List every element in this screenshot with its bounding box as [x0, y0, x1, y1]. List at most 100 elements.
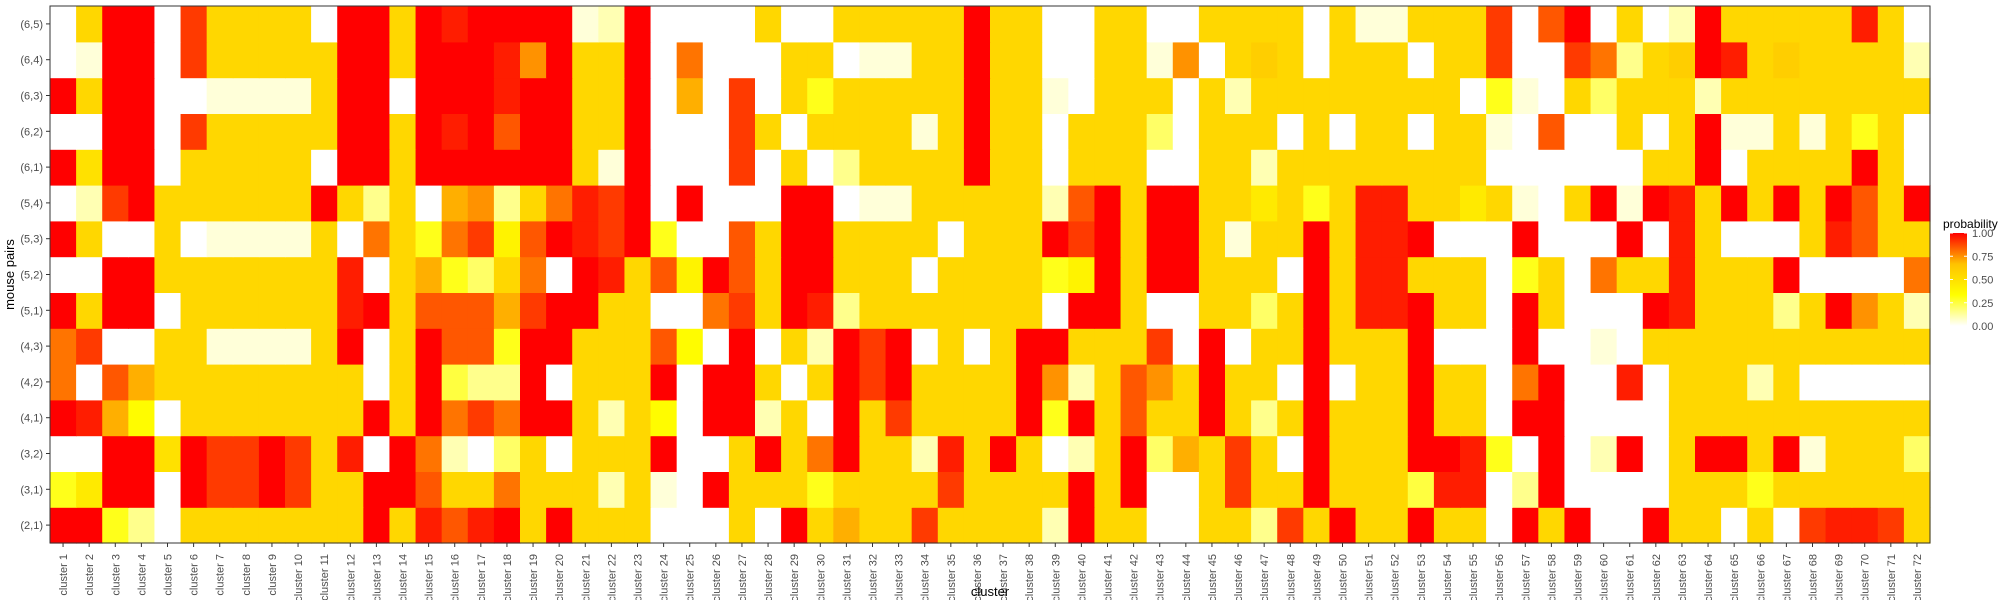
heatmap-cell: [572, 149, 599, 186]
heatmap-cell: [781, 435, 808, 472]
heatmap-cell: [1120, 77, 1148, 114]
heatmap-cell: [781, 185, 808, 222]
heatmap-cell: [1721, 185, 1748, 222]
heatmap-cell: [441, 6, 469, 43]
heatmap-cell: [128, 435, 156, 472]
heatmap-cell: [363, 328, 391, 365]
heatmap-cell: [1146, 364, 1174, 401]
x-tick-label: cluster 8: [241, 554, 253, 596]
heatmap-cell: [1198, 399, 1226, 437]
heatmap-cell: [311, 41, 338, 79]
heatmap-cell: [1172, 6, 1200, 43]
heatmap-cell: [546, 328, 573, 365]
heatmap-cell: [1172, 41, 1200, 79]
heatmap-cell: [755, 113, 782, 150]
heatmap-cell: [493, 292, 521, 329]
heatmap-cell: [1564, 220, 1592, 258]
x-tick-label: cluster 44: [1181, 554, 1193, 600]
heatmap-cell: [546, 256, 573, 293]
heatmap-cell: [1564, 256, 1592, 293]
y-tick-label: (6,2): [20, 126, 43, 138]
heatmap-cell: [50, 328, 77, 365]
heatmap-cell: [1564, 149, 1592, 186]
heatmap-cell: [1799, 41, 1827, 79]
heatmap-cell: [1616, 41, 1644, 79]
heatmap-cell: [50, 41, 77, 79]
heatmap-cell: [1016, 220, 1043, 258]
heatmap-cell: [285, 256, 312, 293]
heatmap-cell: [154, 435, 182, 472]
heatmap-cell: [1642, 507, 1670, 544]
heatmap-cell: [285, 328, 312, 365]
heatmap-cell: [1538, 113, 1566, 150]
heatmap-cell: [1512, 292, 1539, 329]
heatmap-cell: [258, 256, 286, 293]
heatmap-cell: [1198, 185, 1226, 222]
heatmap-cell: [1486, 292, 1513, 329]
heatmap-cell: [1094, 113, 1122, 150]
y-tick-label: (6,4): [20, 55, 43, 67]
heatmap-cell: [963, 41, 991, 79]
heatmap-cell: [1773, 6, 1801, 43]
heatmap-cell: [781, 6, 808, 43]
heatmap-cell: [1381, 6, 1409, 43]
heatmap-cell: [1564, 399, 1592, 437]
heatmap-cell: [807, 220, 834, 258]
heatmap-cell: [1825, 328, 1853, 365]
heatmap-cell: [1068, 328, 1096, 365]
heatmap-cell: [885, 113, 913, 150]
heatmap-cell: [624, 507, 652, 544]
heatmap-cell: [1329, 292, 1357, 329]
heatmap-cell: [1225, 220, 1252, 258]
heatmap-cell: [1773, 328, 1801, 365]
heatmap-cell: [1538, 328, 1566, 365]
heatmap-cell: [1642, 185, 1670, 222]
heatmap-cell: [1512, 256, 1539, 293]
heatmap-cell: [546, 471, 573, 508]
heatmap-cell: [1251, 41, 1278, 79]
heatmap-cell: [937, 471, 965, 508]
heatmap-cell: [1903, 435, 1931, 472]
heatmap-cell: [702, 399, 730, 437]
heatmap-cell: [1355, 220, 1383, 258]
heatmap-cell: [1538, 256, 1566, 293]
heatmap-cell: [807, 399, 834, 437]
heatmap-cell: [1381, 113, 1409, 150]
heatmap-cell: [1068, 256, 1096, 293]
x-tick-label: cluster 27: [737, 554, 749, 600]
heatmap-cell: [76, 77, 103, 114]
x-tick-label: cluster 1: [58, 554, 70, 596]
heatmap-cell: [76, 292, 103, 329]
heatmap-cell: [755, 292, 782, 329]
heatmap-cell: [911, 113, 939, 150]
heatmap-cell: [702, 113, 730, 150]
heatmap-cell: [990, 399, 1017, 437]
heatmap-cell: [624, 6, 652, 43]
heatmap-cell: [1120, 149, 1148, 186]
heatmap-cell: [1825, 256, 1853, 293]
heatmap-cell: [1225, 364, 1252, 401]
heatmap-cell: [1068, 471, 1096, 508]
heatmap-cell: [1851, 435, 1879, 472]
heatmap-cell: [467, 41, 495, 79]
heatmap-cell: [572, 185, 599, 222]
heatmap-cell: [1668, 256, 1696, 293]
x-tick-label: cluster 45: [1207, 554, 1219, 600]
legend-tick-label: 0.00: [1972, 321, 1993, 333]
heatmap-cell: [1642, 328, 1670, 365]
heatmap-cell: [1042, 256, 1069, 293]
heatmap-cell: [833, 256, 861, 293]
heatmap-cell: [1407, 256, 1435, 293]
heatmap-cell: [1146, 399, 1174, 437]
heatmap-cell: [311, 471, 338, 508]
heatmap-cell: [1407, 399, 1435, 437]
heatmap-cell: [1799, 471, 1827, 508]
heatmap-cell: [781, 328, 808, 365]
heatmap-cell: [1590, 149, 1618, 186]
heatmap-cell: [1616, 328, 1644, 365]
heatmap-cell: [728, 220, 756, 258]
heatmap-cell: [598, 113, 626, 150]
heatmap-cell: [1303, 220, 1331, 258]
heatmap-cell: [1903, 185, 1931, 222]
